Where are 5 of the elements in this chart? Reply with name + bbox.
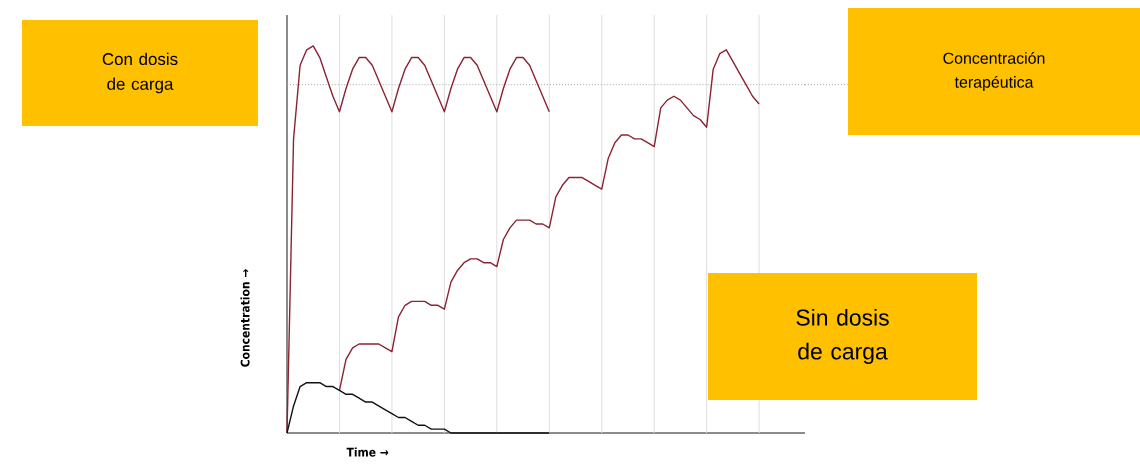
text: Con dosis de carga xyxy=(102,52,178,94)
text: Concentración terapéutica xyxy=(943,52,1045,91)
y-axis-title: Concentration → xyxy=(240,269,250,367)
annotation: Sin dosis de carga xyxy=(796,308,889,365)
x-axis-title: Time → xyxy=(346,447,389,457)
